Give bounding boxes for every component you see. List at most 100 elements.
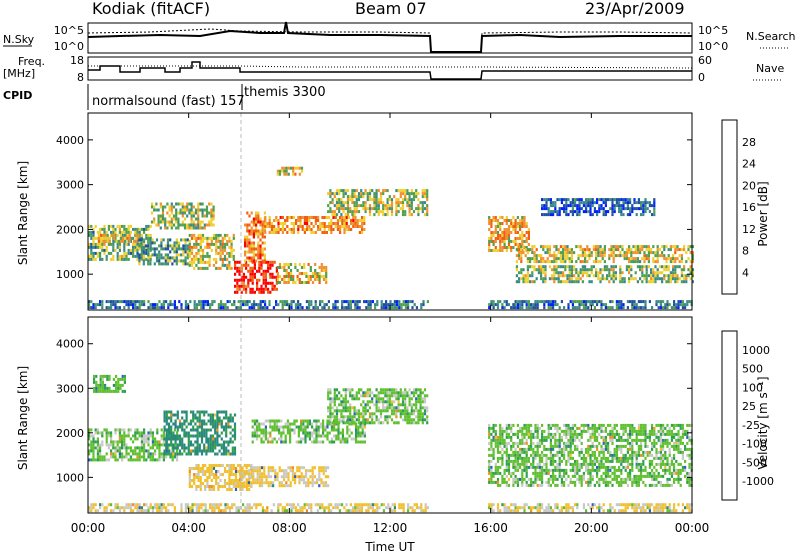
heatmap-cell — [247, 469, 250, 473]
heatmap-cell — [123, 428, 126, 432]
heatmap-cell — [575, 245, 578, 249]
heatmap-cell — [554, 300, 557, 304]
heatmap-cell — [316, 278, 319, 281]
heatmap-cell — [686, 303, 689, 307]
heatmap-cell — [683, 265, 686, 269]
heatmap-cell — [357, 388, 361, 392]
heatmap-cell — [199, 476, 202, 479]
heatmap-cell — [488, 219, 491, 222]
heatmap-cell — [344, 201, 347, 205]
heatmap-cell — [253, 422, 256, 426]
heatmap-cell — [337, 437, 340, 441]
heatmap-cell — [314, 303, 317, 307]
heatmap-cell — [193, 257, 196, 261]
heatmap-cell — [268, 216, 271, 219]
heatmap-cell — [584, 271, 587, 275]
heatmap-cell — [206, 479, 209, 482]
heatmap-cell — [651, 306, 654, 310]
heatmap-cell — [354, 506, 357, 510]
heatmap-cell — [305, 272, 308, 275]
heatmap-cell — [339, 231, 342, 234]
heatmap-cell — [199, 223, 202, 227]
heatmap-cell — [96, 245, 99, 249]
heatmap-cell — [628, 268, 631, 272]
heatmap-cell — [666, 303, 669, 307]
heatmap-cell — [310, 303, 313, 307]
heatmap-cell — [206, 266, 209, 270]
heatmap-cell — [226, 257, 229, 261]
heatmap-cell — [349, 406, 352, 410]
noise-strip: N.Sky 10^5 10^0 10^5 10^0 N.Search — [3, 21, 796, 54]
heatmap-cell — [250, 470, 253, 473]
heatmap-cell — [377, 400, 380, 404]
heatmap-cell — [257, 250, 260, 254]
heatmap-cell — [342, 400, 345, 404]
heatmap-cell — [612, 245, 615, 249]
heatmap-cell — [573, 265, 576, 269]
heatmap-cell — [377, 198, 380, 202]
heatmap-cell — [263, 256, 266, 260]
heatmap-cell — [202, 509, 205, 513]
heatmap-cell — [284, 228, 287, 231]
heatmap-cell — [232, 479, 235, 482]
heatmap-cell — [334, 222, 337, 225]
heatmap-cell — [105, 437, 108, 441]
heatmap-cell — [129, 446, 132, 450]
heatmap-cell — [507, 225, 511, 228]
heatmap-cell — [597, 260, 600, 264]
heatmap-cell — [400, 303, 403, 307]
heatmap-cell — [278, 431, 281, 435]
heatmap-cell — [518, 277, 521, 281]
heatmap-cell — [353, 415, 356, 419]
heatmap-cell — [557, 248, 560, 252]
heatmap-cell — [269, 431, 272, 435]
heatmap-cell — [595, 260, 598, 264]
heatmap-cell — [261, 509, 264, 513]
heatmap-cell — [279, 216, 282, 219]
heatmap-cell — [634, 248, 637, 252]
heatmap-cell — [622, 204, 625, 208]
heatmap-cell — [592, 274, 595, 278]
heatmap-cell — [274, 478, 277, 482]
heatmap-cell — [140, 227, 143, 231]
heatmap-cell — [213, 503, 216, 507]
heatmap-cell — [175, 220, 178, 224]
heatmap-cell — [379, 198, 383, 202]
heatmap-cell — [343, 300, 346, 304]
heatmap-cell — [654, 260, 657, 264]
heatmap-cell — [264, 419, 267, 423]
heatmap-cell — [161, 217, 165, 221]
heatmap-cell — [136, 452, 139, 456]
heatmap-cell — [188, 263, 191, 267]
heatmap-cell — [636, 265, 639, 269]
heatmap-cell — [193, 245, 196, 249]
heatmap-cell — [211, 440, 215, 444]
heatmap-cell — [262, 275, 265, 279]
heatmap-cell — [641, 268, 644, 272]
heatmap-cell — [114, 306, 117, 310]
heatmap-cell — [351, 189, 354, 193]
heatmap-cell — [619, 280, 622, 284]
heatmap-cell — [237, 306, 240, 310]
heatmap-cell — [271, 281, 274, 285]
heatmap-cell — [662, 506, 665, 510]
heatmap-cell — [319, 422, 322, 426]
heatmap-cell — [159, 205, 162, 209]
heatmap-cell — [262, 428, 265, 432]
heatmap-cell — [317, 431, 320, 435]
heatmap-cell — [397, 210, 400, 214]
heatmap-cell — [273, 275, 276, 279]
heatmap-cell — [105, 257, 108, 261]
heatmap-cell — [637, 506, 640, 510]
heatmap-cell — [310, 222, 313, 225]
heatmap-cell — [575, 280, 578, 284]
heatmap-cell — [269, 434, 272, 438]
heatmap-cell — [158, 446, 161, 450]
heatmap-cell — [140, 241, 143, 245]
heatmap-cell — [595, 268, 598, 272]
heatmap-cell — [187, 503, 190, 507]
heatmap-cell — [587, 201, 590, 205]
heatmap-cell — [205, 410, 208, 414]
heatmap-cell — [212, 467, 216, 470]
heatmap-cell — [426, 300, 429, 304]
